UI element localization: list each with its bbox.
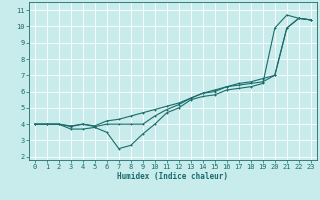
X-axis label: Humidex (Indice chaleur): Humidex (Indice chaleur) (117, 172, 228, 181)
